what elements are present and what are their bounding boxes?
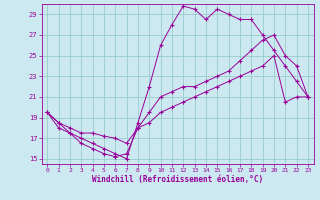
X-axis label: Windchill (Refroidissement éolien,°C): Windchill (Refroidissement éolien,°C) xyxy=(92,175,263,184)
